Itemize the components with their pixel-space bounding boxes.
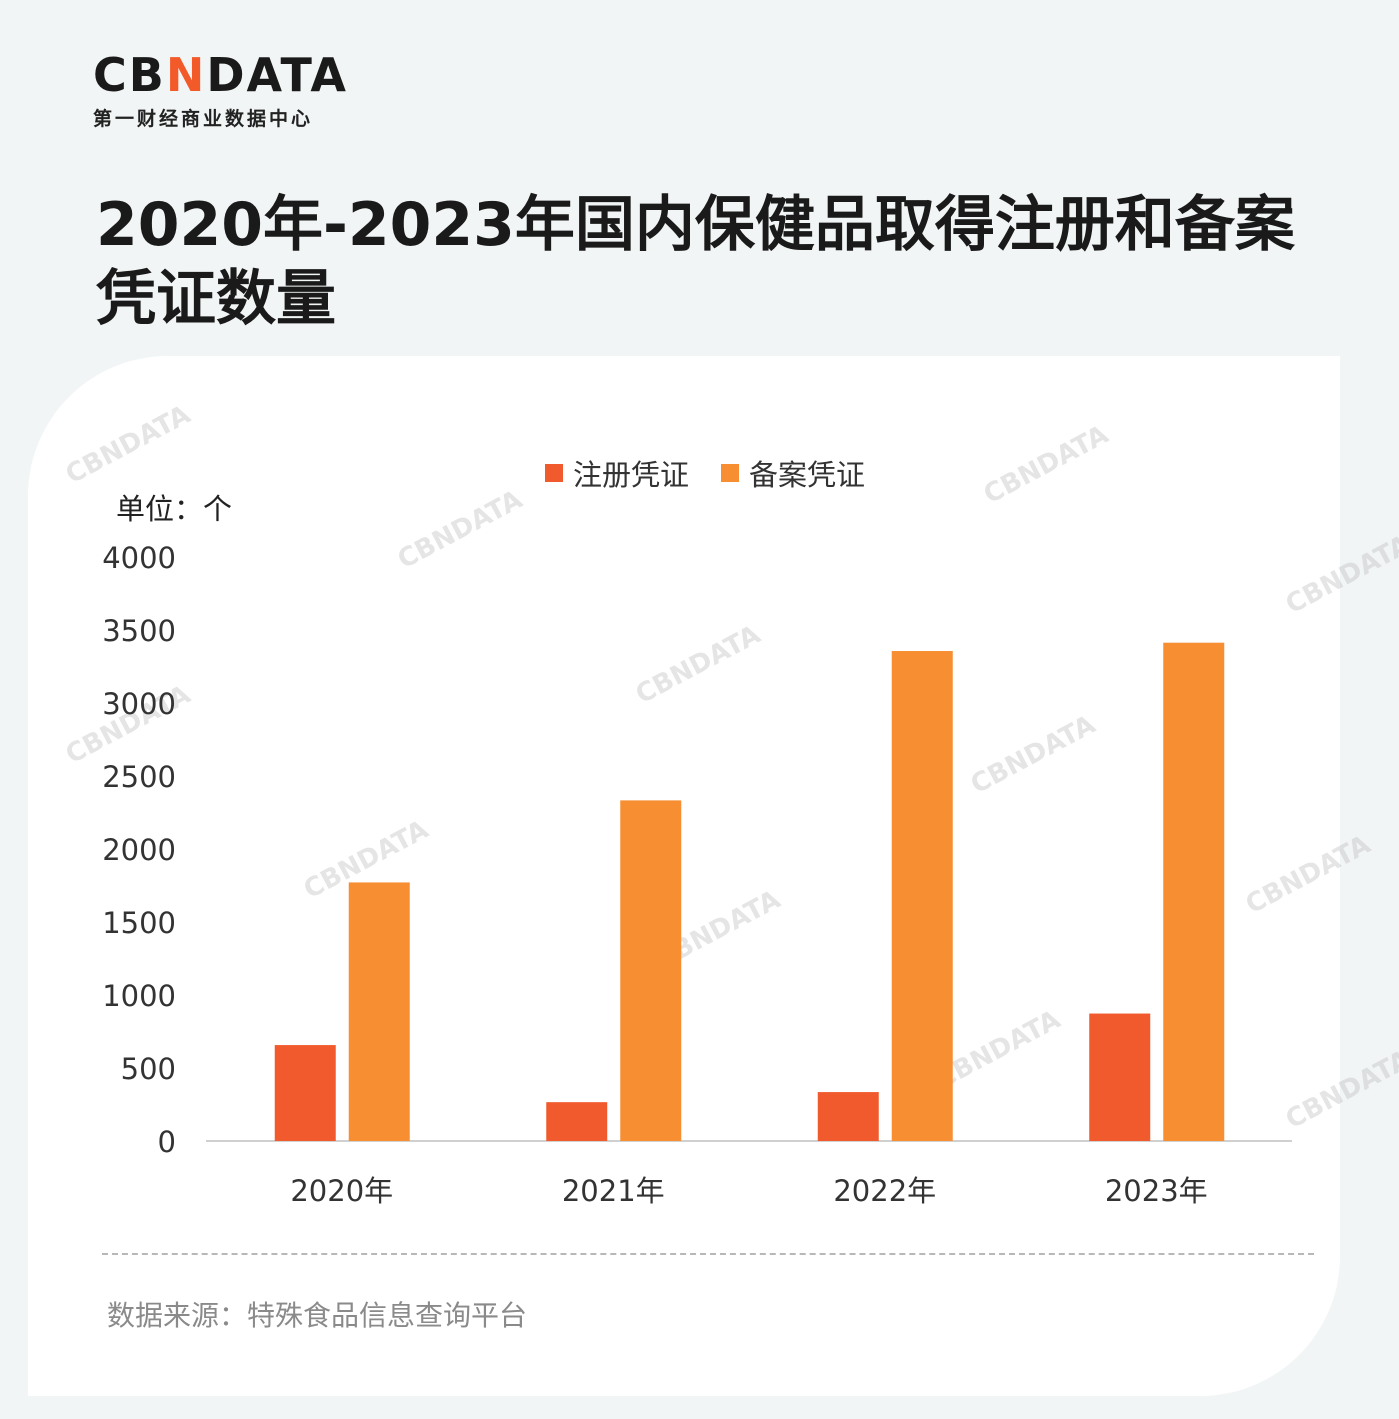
logo-text-post: DATA <box>206 48 348 102</box>
bar-filing <box>348 882 410 1141</box>
y-tick-label: 1000 <box>102 979 176 1013</box>
y-tick-label: 4000 <box>102 541 176 575</box>
brand-logo: CBNDATA 第一财经商业数据中心 <box>93 50 348 131</box>
logo-text-accent: N <box>165 48 207 102</box>
bar-filing <box>891 651 953 1141</box>
y-tick-label: 3000 <box>102 687 176 721</box>
logo-text-pre: CB <box>93 48 166 102</box>
bar-filing <box>620 800 682 1141</box>
bar-registration <box>817 1092 879 1141</box>
bar-filing <box>1163 642 1225 1141</box>
x-tick-label: 2021年 <box>562 1174 665 1208</box>
x-tick-label: 2022年 <box>833 1174 936 1208</box>
legend-swatch-filing <box>721 464 740 482</box>
chart-legend: 注册凭证 备案凭证 <box>545 452 865 494</box>
y-tick-label: 2000 <box>102 833 176 867</box>
legend-item-filing: 备案凭证 <box>721 452 865 494</box>
bar-registration <box>546 1102 608 1141</box>
page-title: 2020年-2023年国内保健品取得注册和备案凭证数量 <box>96 190 1295 334</box>
y-tick-label: 3500 <box>102 614 176 648</box>
chart-card <box>28 356 1340 1396</box>
y-tick-label: 2500 <box>102 760 176 794</box>
legend-item-registration: 注册凭证 <box>545 452 689 494</box>
legend-label-filing: 备案凭证 <box>749 458 866 492</box>
logo-wordmark: CBNDATA <box>93 50 348 100</box>
legend-label-registration: 注册凭证 <box>573 458 690 492</box>
bar-registration <box>1089 1013 1151 1141</box>
x-tick-label: 2020年 <box>290 1174 393 1208</box>
bar-registration <box>274 1045 336 1141</box>
logo-subtitle: 第一财经商业数据中心 <box>93 108 314 130</box>
y-tick-label: 1500 <box>102 906 176 940</box>
divider <box>102 1253 1314 1255</box>
legend-swatch-registration <box>545 464 563 482</box>
y-tick-label: 500 <box>121 1052 176 1086</box>
x-tick-label: 2023年 <box>1105 1174 1208 1208</box>
data-source: 数据来源：特殊食品信息查询平台 <box>107 1299 528 1332</box>
y-tick-label: 0 <box>158 1125 176 1159</box>
unit-label: 单位：个 <box>116 492 233 526</box>
